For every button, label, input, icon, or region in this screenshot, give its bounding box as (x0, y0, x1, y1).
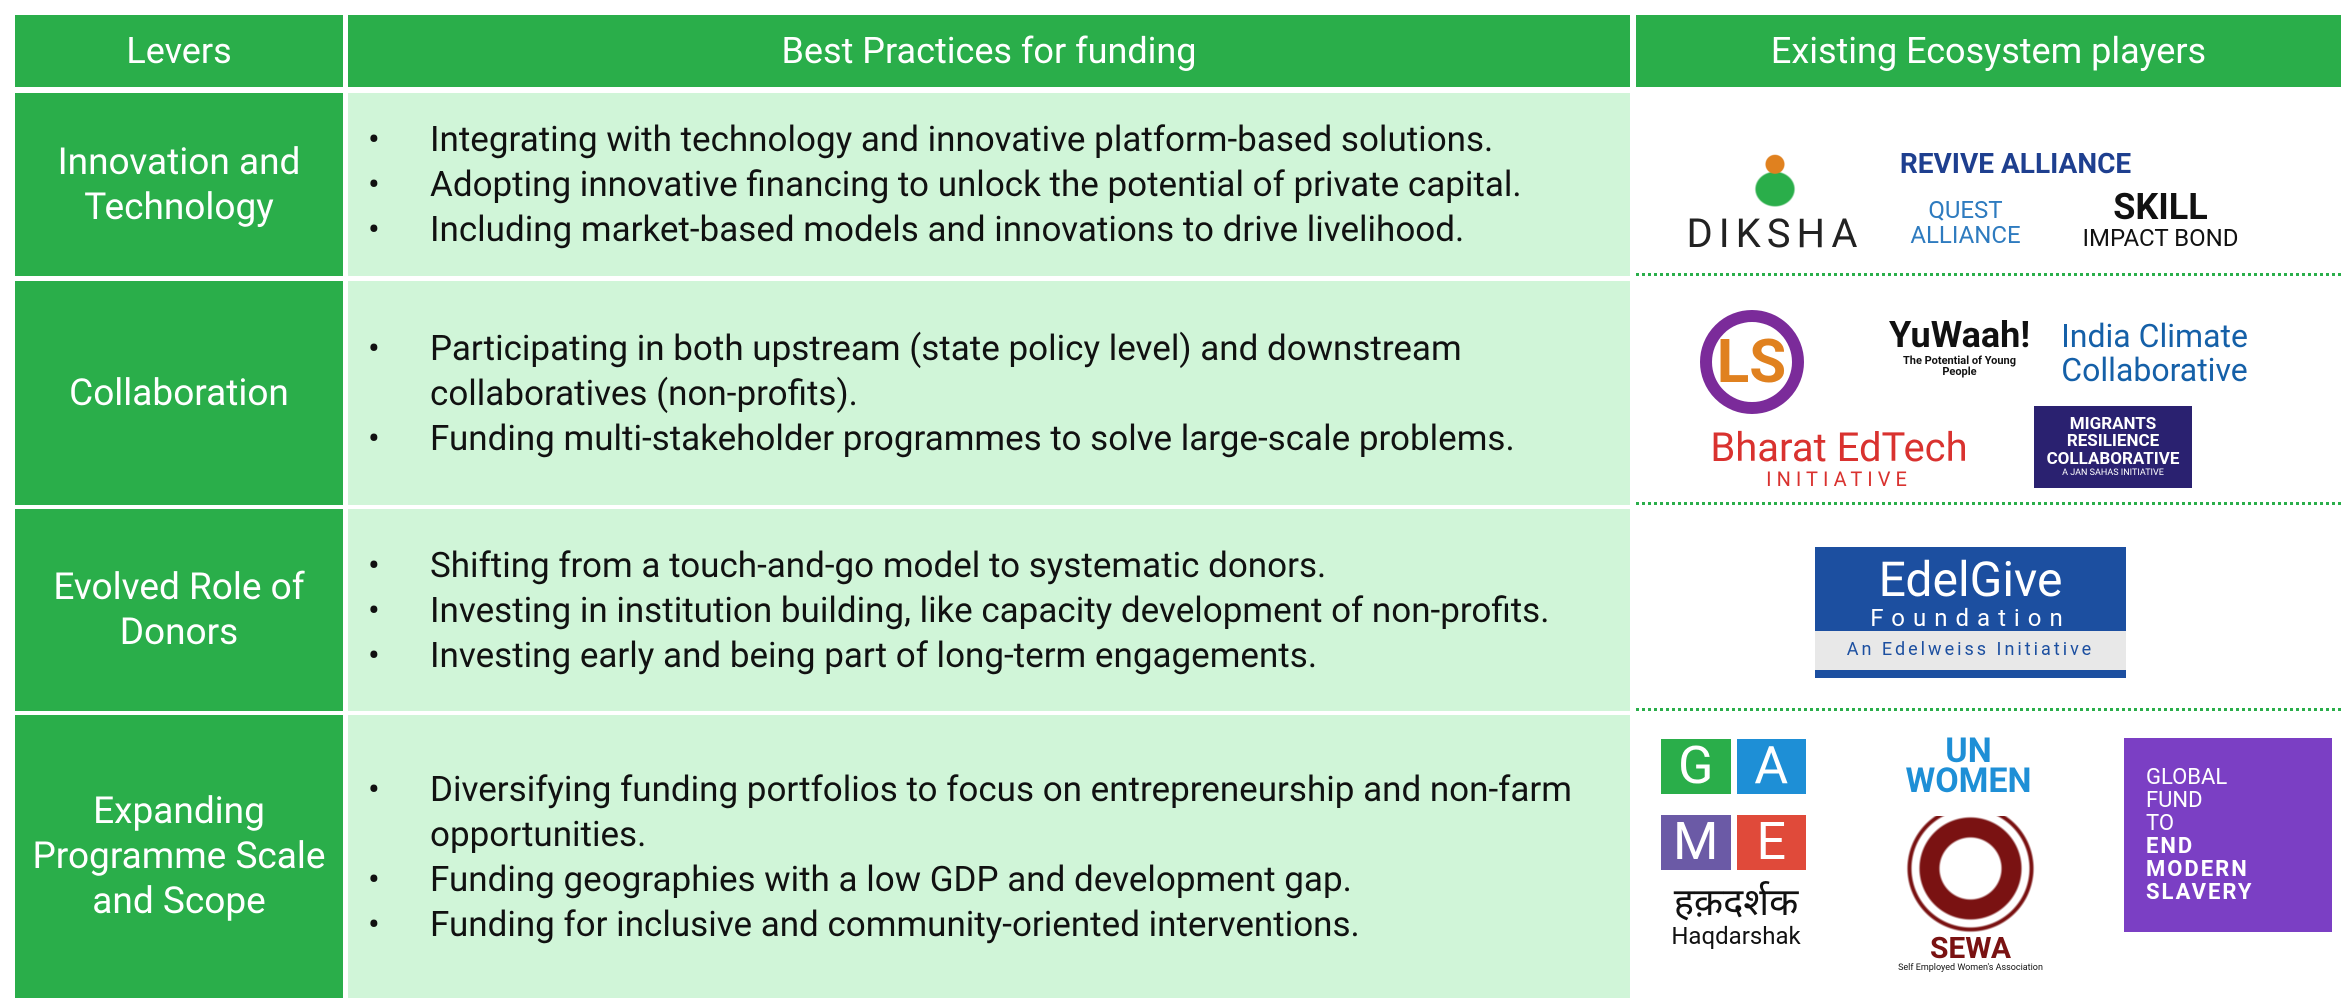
logo: REVIVE ALLIANCE (1878, 142, 2153, 186)
practice-list: Integrating with technology and innovati… (368, 117, 1610, 252)
logos-cell: LS YuWaah! The Potential of Young People In… (1636, 276, 2341, 505)
logo: YuWaah! The Potential of Young People (1836, 294, 2033, 401)
header-cell: Levers (15, 15, 343, 87)
header-cell: Best Practices for funding (348, 15, 1630, 87)
logo-text: Self Employed Women's Association (1898, 963, 2043, 974)
logo-text: An Edelweiss Initiative (1815, 630, 2126, 670)
practices-cell: Integrating with technology and innovati… (348, 93, 1630, 276)
logo-text: India Climate (2061, 317, 2248, 356)
practices-cell: Shifting from a touch-and-go model to sy… (348, 509, 1630, 711)
logo: GLOBAL FUND TO END MODERN SLAVERY (2124, 738, 2332, 932)
logo-text: GLOBAL (2146, 764, 2228, 790)
logo: Bharat EdTech INITIATIVE (1694, 423, 1984, 491)
logo-text: ALLIANCE (1910, 221, 2021, 249)
logo-text: Bharat EdTech (1710, 423, 1968, 471)
logo-text: QUEST (1928, 195, 2003, 224)
logo-letter: A (1736, 739, 1806, 795)
practice-item: Integrating with technology and innovati… (368, 117, 1610, 162)
logo: SKILL IMPACT BOND (2082, 185, 2239, 253)
logo-text: The Potential of Young People (1902, 353, 2017, 379)
logo-text: SLAVERY (2146, 880, 2254, 906)
logo-letter: G (1661, 739, 1731, 795)
logo-text: COLLABORATIVE (2046, 449, 2180, 470)
logo-text: DIKSHA (1686, 210, 1864, 257)
lever-cell: Innovation and Technology (15, 93, 343, 276)
lever-cell: Evolved Role of Donors (15, 509, 343, 711)
logo-text: UN (1945, 730, 1992, 771)
logo-text: A JAN SAHAS INITIATIVE (2062, 468, 2164, 479)
practice-list: Diversifying funding portfolios to focus… (368, 767, 1610, 947)
logo-text: Collaborative (2061, 351, 2248, 389)
practice-item: Including market-based models and innova… (368, 207, 1610, 252)
practice-item: Funding multi-stakeholder programmes to … (368, 416, 1610, 461)
practice-item: Investing in institution building, like … (368, 588, 1610, 633)
logo: EdelGive Foundation An Edelweiss Initiativ… (1815, 547, 2126, 678)
practice-item: Adopting innovative financing to unlock … (368, 162, 1610, 207)
logo-text: MIGRANTS (2069, 413, 2157, 434)
logo-text: RESILIENCE (2066, 431, 2160, 452)
practice-item: Investing early and being part of long-t… (368, 633, 1610, 678)
logos-cell: DIKSHA REVIVE ALLIANCE QUEST ALLIANCE SKILL I… (1636, 88, 2341, 276)
logo: QUEST ALLIANCE (1878, 194, 2053, 252)
logo: DIKSHA (1687, 137, 1857, 261)
practice-item: Shifting from a touch-and-go model to sy… (368, 543, 1610, 588)
practice-item: Funding for inclusive and community-orie… (368, 902, 1610, 947)
logo: India Climate Collaborative (2061, 317, 2248, 389)
header-cell: Existing Ecosystem players (1636, 15, 2341, 87)
practice-list: Participating in both upstream (state po… (368, 326, 1610, 461)
logo-letter: M (1661, 814, 1731, 870)
logo: UN WOMEN (1869, 730, 2068, 801)
practices-cell: Diversifying funding portfolios to focus… (348, 715, 1630, 998)
logo-text: TO (2146, 810, 2174, 836)
logo: LS (1699, 309, 1804, 414)
practice-item: Diversifying funding portfolios to focus… (368, 767, 1610, 857)
logo-letter: E (1736, 814, 1806, 870)
logo-text: Foundation (1870, 603, 2071, 632)
logo-text: हक़दर्शक (1673, 881, 1799, 926)
logos-cell: EdelGive Foundation An Edelweiss Initiativ… (1636, 504, 2341, 711)
logo-text: WOMEN (1905, 760, 2032, 801)
logo-text: MODERN (2146, 857, 2249, 883)
logo: MIGRANTS RESILIENCE COLLABORATIVE A JAN SAH… (2034, 406, 2192, 488)
logo-text: INITIATIVE (1766, 466, 1912, 491)
logo-text: YuWaah! (1888, 314, 2031, 357)
practice-item: Funding geographies with a low GDP and d… (368, 857, 1610, 902)
logo-text: END (2146, 834, 2195, 859)
logo-text: SEWA (1929, 930, 2012, 966)
practice-item: Participating in both upstream (state po… (368, 326, 1610, 416)
logo-text: REVIVE ALLIANCE (1899, 147, 2132, 181)
lever-cell: Expanding Programme Scale and Scope (15, 715, 343, 998)
logo-text: IMPACT BOND (2082, 224, 2239, 253)
logo-text: SKILL (2113, 185, 2208, 228)
logo-text: FUND (2146, 787, 2203, 813)
logo-text: LS (1699, 309, 1804, 414)
logo-text: Haqdarshak (1671, 922, 1801, 951)
logo-text: EdelGive (1878, 551, 2063, 609)
logo: SEWA Self Employed Women's Association (1884, 816, 2057, 980)
lever-cell: Collaboration (15, 281, 343, 505)
practice-list: Shifting from a touch-and-go model to sy… (368, 543, 1610, 678)
logos-cell: G A M E हक़दर्शक Haqdarshak UN WOMEN SEWA Self Em… (1636, 710, 2341, 998)
practices-cell: Participating in both upstream (state po… (348, 281, 1630, 505)
logo: हक़दर्शक Haqdarshak (1661, 882, 1811, 952)
